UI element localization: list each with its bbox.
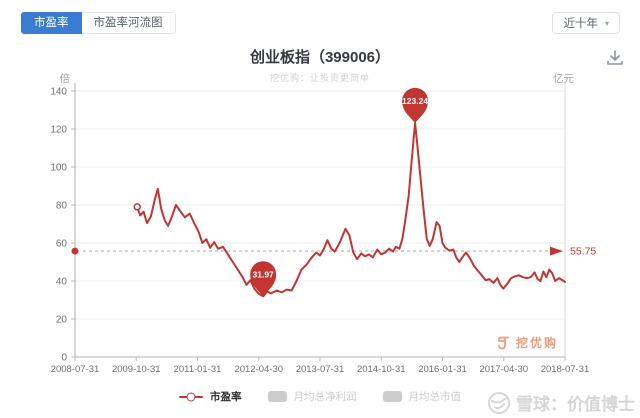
download-icon <box>607 50 623 65</box>
svg-text:2012-04-30: 2012-04-30 <box>234 364 283 375</box>
xueqiu-logo-icon <box>488 391 510 414</box>
download-button[interactable] <box>605 49 627 69</box>
svg-text:120: 120 <box>50 125 67 136</box>
svg-text:2008-07-31: 2008-07-31 <box>51 364 100 375</box>
svg-text:100: 100 <box>50 163 67 174</box>
tab-pe-river-chart[interactable]: 市盈率河流图 <box>81 12 176 34</box>
svg-text:2018-07-31: 2018-07-31 <box>541 364 590 375</box>
time-range-select[interactable]: 近十年 ▾ <box>552 12 620 34</box>
brand-watermark: 挖优购 <box>496 334 558 351</box>
legend: 市盈率 月均总净利润 月均总市值 <box>0 389 640 404</box>
brand-logo-icon <box>498 336 509 349</box>
disabled-series-swatch-icon <box>382 391 402 402</box>
svg-text:2016-01-31: 2016-01-31 <box>418 364 467 375</box>
legend-item-pe-ratio[interactable]: 市盈率 <box>179 389 242 404</box>
svg-text:2017-04-30: 2017-04-30 <box>479 364 528 375</box>
tab-pe-ratio[interactable]: 市盈率 <box>21 12 82 34</box>
chevron-down-icon: ▾ <box>604 18 609 28</box>
svg-text:40: 40 <box>56 277 68 288</box>
svg-text:20: 20 <box>56 315 68 326</box>
brand-watermark-label: 挖优购 <box>516 336 559 350</box>
svg-text:0: 0 <box>61 353 67 364</box>
y-axis-unit-right: 亿元 <box>553 73 574 85</box>
svg-text:140: 140 <box>50 87 67 98</box>
svg-text:60: 60 <box>56 239 68 250</box>
line-series-marker-icon <box>179 392 203 401</box>
legend-label: 市盈率 <box>210 391 242 403</box>
svg-text:2009-10-31: 2009-10-31 <box>112 364 161 375</box>
legend-label: 月均总市值 <box>408 391 462 403</box>
xueqiu-watermark: 雪球：价值博士 <box>487 390 635 415</box>
chart-type-tabs: 市盈率 市盈率河流图 <box>21 12 176 34</box>
svg-text:2013-07-31: 2013-07-31 <box>296 364 345 375</box>
time-range-value: 近十年 <box>563 18 598 30</box>
brand-slogan: 挖优购：让投资更简单 <box>269 73 370 83</box>
svg-text:80: 80 <box>56 201 68 212</box>
svg-text:55.75: 55.75 <box>570 246 596 258</box>
legend-label: 月均总净利润 <box>293 391 357 403</box>
svg-text:123.24: 123.24 <box>402 96 428 106</box>
legend-item-avg-market-cap[interactable]: 月均总市值 <box>382 389 462 404</box>
svg-text:2011-01-31: 2011-01-31 <box>174 364 222 375</box>
page-title: 创业板指（399006） <box>249 49 391 66</box>
svg-text:31.97: 31.97 <box>253 269 275 279</box>
y-axis-unit-left: 倍 <box>59 73 71 85</box>
xueqiu-watermark-label: 雪球：价值博士 <box>516 395 635 414</box>
svg-text:2014-10-31: 2014-10-31 <box>357 364 406 375</box>
disabled-series-swatch-icon <box>267 391 287 402</box>
legend-item-avg-net-profit[interactable]: 月均总净利润 <box>267 389 357 404</box>
